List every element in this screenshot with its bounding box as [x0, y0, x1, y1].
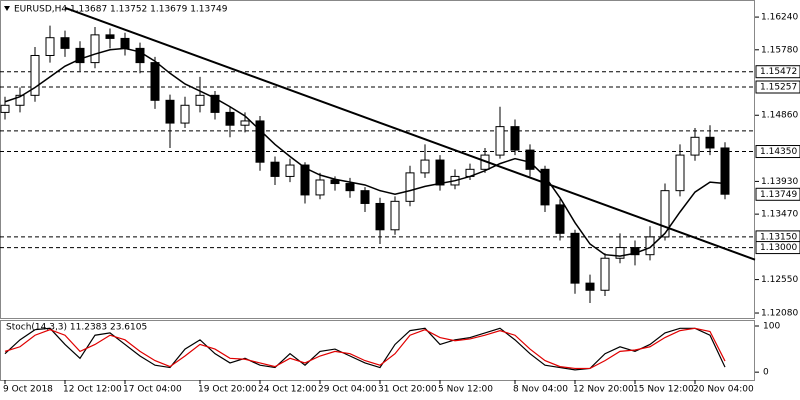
candle-body [345, 183, 355, 192]
stoch-tick-label: 0 [763, 368, 769, 378]
candle-body [645, 236, 655, 256]
chart-title: EURUSD,H4 1.13687 1.13752 1.13679 1.1374… [14, 5, 228, 15]
y-tick-label: 1.14860 [761, 111, 798, 121]
candle-body [525, 149, 535, 170]
candle-body [660, 190, 670, 238]
candle-body [15, 94, 25, 106]
candle-body [405, 172, 415, 202]
candle-body [165, 99, 175, 124]
candle-body [255, 120, 265, 163]
candle-body [90, 34, 100, 64]
stoch-panel [0, 320, 755, 381]
candle-body [615, 247, 625, 259]
candle-body [135, 47, 145, 64]
stoch-tick-label: 100 [763, 322, 780, 332]
y-tick-label: 1.13470 [761, 210, 798, 220]
candle-body [495, 126, 505, 156]
candle-body [360, 190, 370, 204]
y-tick-label: 1.12080 [761, 309, 798, 319]
stoch-line [4, 327, 726, 371]
x-tick-label: 24 Oct 12:00 [258, 385, 317, 395]
level-label: 1.13150 [760, 232, 797, 242]
candle-body [45, 37, 55, 56]
candle-body [390, 200, 400, 231]
x-tick-label: 9 Oct 2018 [3, 385, 53, 395]
y-tick-label: 1.13930 [761, 177, 798, 187]
candle-body [210, 94, 220, 113]
x-tick-label: 15 Nov 12:00 [633, 385, 694, 395]
main-panel [0, 0, 755, 319]
trendline [64, 6, 756, 261]
candle-body [0, 104, 10, 113]
level-box [755, 65, 800, 79]
level-label: 1.15257 [760, 83, 797, 93]
candle-body [225, 111, 235, 126]
y-tick-label: 1.12550 [761, 275, 798, 285]
candle-body [60, 37, 70, 49]
candle-body [600, 257, 610, 291]
level-label: 1.13000 [760, 243, 797, 253]
x-tick-label: 8 Nov 04:00 [513, 385, 568, 395]
candle-body [555, 204, 565, 234]
candle-body [675, 154, 685, 192]
level-box [755, 145, 800, 159]
x-tick-label: 19 Oct 20:00 [198, 385, 257, 395]
y-tick-label: 1.15780 [761, 45, 798, 55]
x-tick-label: 12 Oct 12:00 [63, 385, 122, 395]
x-tick-label: 31 Oct 20:00 [378, 385, 437, 395]
y-tick-label: 1.16240 [761, 13, 798, 23]
candle-body [705, 136, 715, 149]
level-box [755, 80, 800, 94]
symbol-icon [4, 6, 10, 11]
stoch-title: Stoch(14,3,3) 11.2383 23.6105 [6, 323, 147, 333]
candle-body [435, 159, 445, 186]
candle-body [540, 168, 550, 206]
x-tick-label: 5 Nov 12:00 [438, 385, 493, 395]
candle-body [105, 34, 115, 39]
candle-body [570, 232, 580, 284]
candle-body [75, 47, 85, 64]
candle-body [510, 126, 520, 151]
x-tick-label: 17 Oct 04:00 [123, 385, 182, 395]
candle-body [375, 202, 385, 231]
moving-average [4, 47, 726, 257]
candle-body [270, 161, 280, 177]
candle-body [300, 164, 310, 196]
candle-body [585, 282, 595, 291]
candle-body [120, 37, 130, 49]
level-label: 1.14350 [760, 147, 797, 157]
candle-body [30, 54, 40, 96]
candle-body [690, 136, 700, 156]
x-tick-label: 20 Nov 04:00 [693, 385, 754, 395]
candle-body [240, 120, 250, 126]
candle-body [420, 159, 430, 174]
candle-body [150, 62, 160, 101]
candle-body [195, 94, 205, 106]
last-price-label: 1.13749 [760, 190, 797, 200]
x-tick-label: 29 Oct 04:00 [318, 385, 377, 395]
level-box [755, 241, 800, 255]
candle-body [315, 179, 325, 196]
stoch-line [4, 327, 726, 370]
x-tick-label: 12 Nov 20:00 [573, 385, 634, 395]
candle-body [720, 147, 730, 195]
last-price-box [755, 187, 800, 201]
candle-body [180, 104, 190, 124]
level-label: 1.15472 [760, 67, 797, 77]
candle-body [285, 164, 295, 177]
